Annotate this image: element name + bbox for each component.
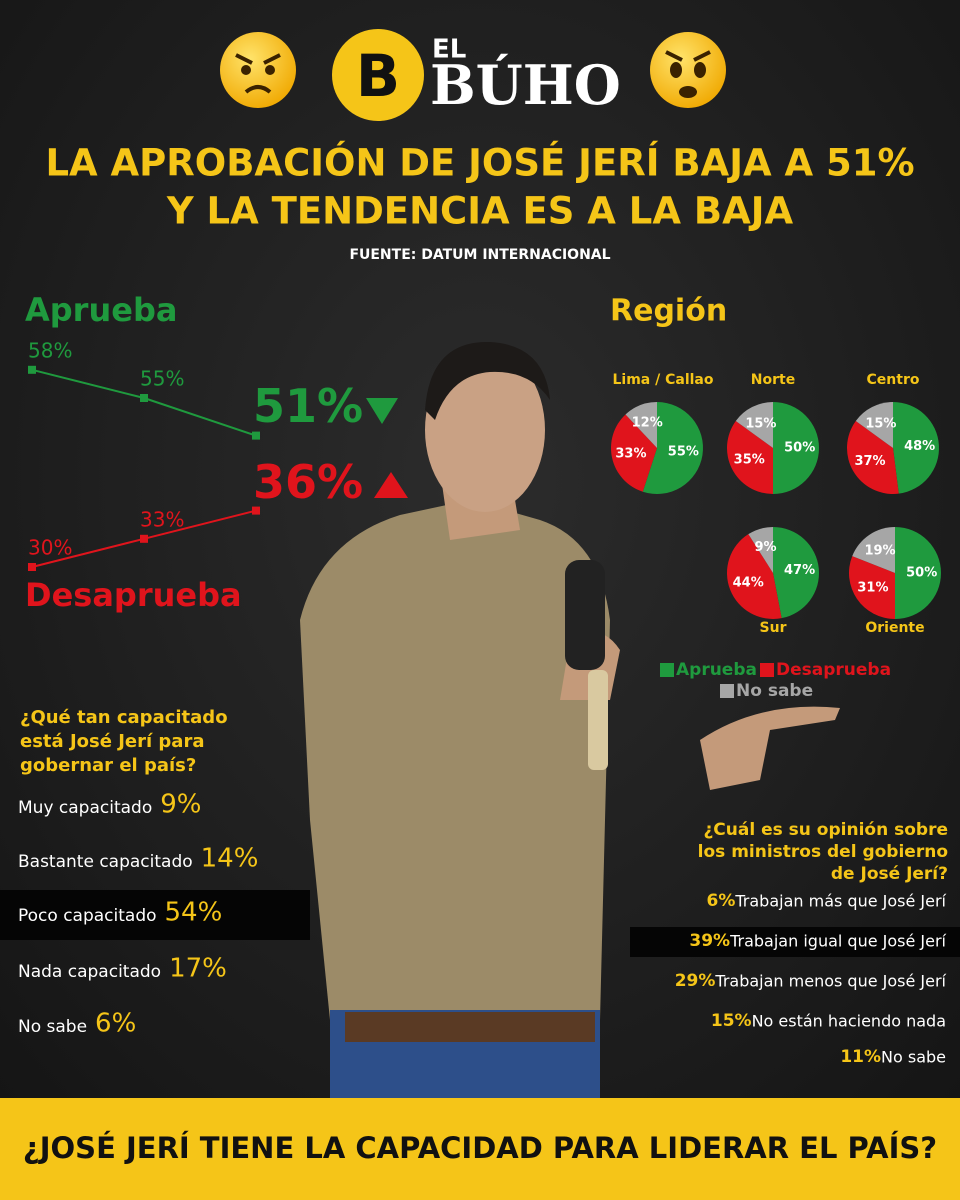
series-label: Desaprueba xyxy=(25,576,242,614)
title-line: LA APROBACIÓN DE JOSÉ JERÍ BAJA A 51% xyxy=(45,141,914,185)
logo: B EL BÚHO xyxy=(332,29,621,121)
value-label: 58% xyxy=(28,338,72,362)
answer-label: Trabajan igual que José Jerí xyxy=(729,932,946,951)
highlight-band xyxy=(0,890,310,940)
question-title: los ministros del gobierno xyxy=(698,842,948,862)
brand: BÚHO xyxy=(430,53,621,117)
pie-slice xyxy=(893,402,939,494)
value-label-large: 36% xyxy=(253,455,363,509)
answer-label: No sabe xyxy=(18,1017,87,1037)
legend-swatch xyxy=(660,663,674,677)
answer-value: 14% xyxy=(201,844,259,874)
slice-label: 48% xyxy=(904,439,935,454)
pie-slice xyxy=(642,402,703,495)
question-title: ¿Qué tan capacitado xyxy=(20,707,228,728)
angry-emoji xyxy=(220,32,296,108)
pie-name: Lima / Callao xyxy=(612,372,713,388)
slice-label: 9% xyxy=(755,540,777,555)
point xyxy=(140,534,148,543)
slice-label: 31% xyxy=(857,580,888,595)
slice-label: 19% xyxy=(864,543,895,558)
value-label: 55% xyxy=(140,367,184,391)
pie-slice xyxy=(895,527,941,619)
legend-label: No sabe xyxy=(736,681,813,701)
slice-label: 44% xyxy=(733,575,764,590)
answer-value: 9% xyxy=(160,790,201,820)
brand-small: EL xyxy=(432,35,466,65)
pie-slice xyxy=(748,527,773,573)
slice-label: 47% xyxy=(784,563,815,578)
pie-slice xyxy=(611,414,657,492)
point xyxy=(28,365,36,374)
question-title: de José Jerí? xyxy=(831,864,948,884)
down-arrow xyxy=(366,398,398,424)
slice-label: 35% xyxy=(734,453,765,468)
pie-slice xyxy=(625,402,657,448)
pie-name: Sur xyxy=(760,620,787,636)
pie-slice xyxy=(773,402,819,494)
answer-label: Poco capacitado xyxy=(18,906,157,926)
slice-label: 12% xyxy=(632,416,663,431)
slice-label: 15% xyxy=(745,417,776,432)
source: FUENTE: DATUM INTERNACIONAL xyxy=(349,247,610,263)
answer-label: Muy capacitado xyxy=(18,798,152,818)
legend-label: Desaprueba xyxy=(776,660,891,680)
answer-value: 6% xyxy=(95,1009,136,1039)
slice-label: 55% xyxy=(668,445,699,460)
answer-value: 6% xyxy=(706,891,735,911)
answer-label: No están haciendo nada xyxy=(752,1012,946,1031)
point xyxy=(252,431,260,440)
region-title: Región xyxy=(610,294,727,329)
slice-label: 15% xyxy=(865,417,896,432)
pie-slice xyxy=(855,402,893,448)
highlight-band xyxy=(630,927,960,957)
point xyxy=(140,394,148,402)
series-label: Aprueba xyxy=(25,291,177,329)
svg-text:B: B xyxy=(356,42,400,110)
answer-value: 15% xyxy=(711,1011,752,1031)
answer-label: No sabe xyxy=(881,1048,946,1067)
pie-name: Norte xyxy=(751,372,795,388)
slice-label: 33% xyxy=(615,446,646,461)
answer-label: Trabajan menos que José Jerí xyxy=(714,972,946,991)
footer-question: ¿JOSÉ JERÍ TIENE LA CAPACIDAD PARA LIDER… xyxy=(23,1131,937,1165)
answer-label: Bastante capacitado xyxy=(18,852,193,872)
pie-slice xyxy=(735,402,773,448)
crying-emoji xyxy=(650,32,726,108)
pie-slice xyxy=(849,556,895,619)
value-label-large: 51% xyxy=(253,379,363,433)
pie-slice xyxy=(773,527,820,619)
answer-label: Nada capacitado xyxy=(18,962,161,982)
slice-label: 50% xyxy=(784,441,815,456)
point xyxy=(28,563,36,571)
pie-slice xyxy=(852,527,895,573)
footer-band xyxy=(0,1098,960,1200)
answer-label: Trabajan más que José Jerí xyxy=(734,892,946,911)
point xyxy=(252,506,260,515)
up-arrow xyxy=(374,472,408,498)
question-title: gobernar el país? xyxy=(20,755,196,776)
slice-label: 50% xyxy=(906,566,937,581)
slice-label: 37% xyxy=(854,454,885,469)
legend-swatch xyxy=(720,684,734,698)
answer-value: 39% xyxy=(689,931,730,951)
pie-slice xyxy=(727,534,782,620)
value-label: 33% xyxy=(140,507,184,531)
question-title: está José Jerí para xyxy=(20,731,204,752)
answer-value: 29% xyxy=(675,971,716,991)
question-title: ¿Cuál es su opinión sobre xyxy=(703,820,948,840)
legend-label: Aprueba xyxy=(676,660,757,680)
pie-name: Oriente xyxy=(865,620,924,636)
answer-value: 54% xyxy=(165,898,223,928)
title-line: Y LA TENDENCIA ES A LA BAJA xyxy=(166,190,794,233)
pie-slice xyxy=(846,420,899,494)
answer-value: 17% xyxy=(169,954,227,984)
pie-slice xyxy=(727,420,773,494)
pie-name: Centro xyxy=(867,372,920,388)
speaker-photo xyxy=(300,341,840,1098)
value-label: 30% xyxy=(28,536,72,560)
answer-value: 11% xyxy=(840,1047,881,1067)
legend-swatch xyxy=(760,663,774,677)
